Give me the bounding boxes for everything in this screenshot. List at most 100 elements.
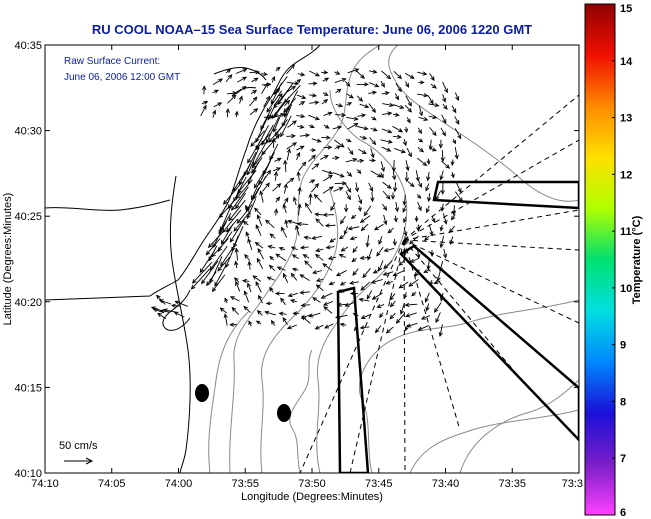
current-vector [395,313,405,324]
current-vector [313,193,323,203]
current-vector [416,93,429,98]
current-vector [329,238,336,243]
current-vector [334,181,347,186]
current-vector [311,163,320,170]
current-vector [236,85,247,95]
current-vector [346,116,359,121]
current-vector [406,117,411,124]
current-vector [380,80,385,88]
current-vector [285,85,297,94]
current-vector [441,114,447,124]
current-vector [312,297,321,303]
current-vector [211,238,229,258]
current-vector [334,145,342,150]
current-vector [253,207,262,216]
current-vector [261,82,269,94]
current-vector [357,194,363,205]
current-vector [315,248,324,253]
current-vector [351,257,357,263]
current-vector [451,105,457,114]
current-vector [370,170,382,178]
current-vector [395,83,402,93]
current-vector [265,301,273,306]
current-vector [346,102,353,106]
current-vector [389,312,396,320]
radial-line [299,239,405,473]
current-vector [391,160,397,173]
current-vector [228,199,246,222]
bathymetry-contour [358,299,579,473]
current-vector [383,214,388,226]
current-vector [290,272,298,281]
current-vector [439,235,445,249]
current-vector [370,116,377,121]
current-vector [359,215,371,223]
coastline-segment [169,175,191,473]
current-vector [308,124,315,129]
current-vector [404,72,415,79]
current-vector [440,203,445,212]
current-vector [222,182,243,205]
coverage-outlines [336,180,579,473]
current-vector [442,103,448,110]
current-vector [323,145,333,150]
current-vector [438,324,443,337]
current-vector [261,124,274,146]
current-vector [439,224,444,232]
current-vector [252,139,268,167]
current-vector [363,205,372,217]
current-vector [358,297,370,302]
current-vector [420,315,431,320]
current-vector [345,191,351,201]
current-vector [212,109,217,118]
current-vector [304,202,313,214]
radial-line [403,139,579,241]
current-vector [454,146,459,160]
current-vector [333,186,344,192]
current-vector [335,103,344,108]
current-vector [370,279,383,284]
current-vector [268,264,276,272]
x-tick-label: 73:55 [231,478,259,490]
current-vector [335,112,347,118]
current-vector [234,110,239,118]
current-vector [393,71,403,80]
current-vector [201,100,209,105]
current-vector [155,294,166,305]
current-vector [303,235,312,240]
current-vector [381,70,392,80]
current-vector [295,78,302,84]
current-vector [408,279,419,287]
colorbar-tick-label: 11 [620,226,632,238]
current-vector [225,218,239,233]
current-vector [369,158,377,163]
current-vector [299,245,309,250]
y-axis-ticks: 40:35 40:30 40:25 40:20 40:15 40:10 [14,40,579,480]
current-vector [223,313,228,326]
current-vector [368,82,380,88]
current-vector [369,137,377,146]
coastline-segment [45,45,321,301]
current-vector [298,101,306,106]
current-vector [315,218,324,227]
current-vector [291,267,299,272]
current-vector [229,296,240,302]
current-vector [356,125,369,131]
current-vector [249,108,259,116]
colorbar-tick-label: 10 [620,283,632,295]
current-vector [296,145,305,151]
current-vector [217,231,233,253]
current-vector [263,95,270,108]
current-vector [311,235,323,240]
current-vector [324,223,336,228]
current-vector [374,325,382,334]
current-vector [417,138,424,143]
current-vector [426,171,431,182]
current-vector [247,237,253,251]
current-vector [157,312,167,320]
current-vector [454,116,460,125]
current-vector [415,170,420,182]
bathymetry-contour [229,239,297,473]
current-vector [275,66,281,72]
current-vector [297,203,302,216]
